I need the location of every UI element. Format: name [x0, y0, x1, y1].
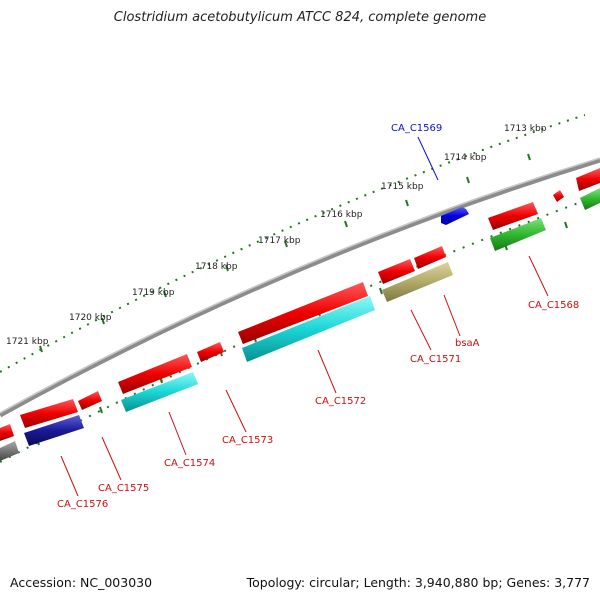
gene-label: CA_C1569: [391, 123, 442, 134]
kbp-label: 1715 kbp: [381, 182, 424, 192]
kbp-label: 1719 kbp: [132, 288, 175, 298]
kbp-label: 1717 kbp: [258, 236, 301, 246]
gene-arrow[interactable]: [0, 424, 14, 441]
gene-arrow[interactable]: [414, 246, 446, 269]
gene-arrow-ca-c1569[interactable]: [441, 207, 469, 225]
kbp-label: 1714 kbp: [444, 153, 487, 163]
gene-arrows-reverse: [0, 168, 600, 441]
gene-label: CA_C1575: [98, 483, 149, 494]
gene-label: bsaA: [455, 338, 480, 349]
scale-ring-outer: [0, 114, 586, 373]
gene-labels: CA_C1569 CA_C1568 bsaA CA_C1571 CA_C1572…: [57, 123, 579, 510]
gene-label: CA_C1568: [528, 300, 579, 311]
gene-label: CA_C1574: [164, 458, 215, 469]
gene-arrow[interactable]: [118, 354, 192, 394]
gene-label: CA_C1576: [57, 499, 108, 510]
feature-bar-navy[interactable]: [24, 415, 84, 446]
feature-bar-olive[interactable]: [382, 262, 453, 302]
gene-arrow[interactable]: [488, 202, 538, 230]
genome-backbone: [0, 157, 600, 418]
kbp-label: 1721 kbp: [6, 337, 49, 347]
label-leaders: [60, 136, 549, 497]
scale-ticks: [39, 153, 531, 353]
accession-text: Accession: NC_003030: [10, 575, 153, 590]
kbp-label: 1716 kbp: [320, 210, 363, 220]
gene-arrow[interactable]: [238, 282, 368, 344]
gene-arrow[interactable]: [78, 391, 102, 410]
map-title: Clostridium acetobutylicum ATCC 824, com…: [113, 10, 487, 25]
feature-bar-cyan[interactable]: [242, 296, 375, 362]
feature-bar-gray[interactable]: [0, 441, 19, 461]
gene-label: CA_C1572: [315, 396, 366, 407]
kbp-label: 1713 kbp: [504, 124, 547, 134]
gene-arrow[interactable]: [378, 259, 415, 284]
genome-summary-text: Topology: circular; Length: 3,940,880 bp…: [246, 575, 590, 590]
feature-bar-green[interactable]: [580, 188, 600, 210]
scale-labels: 1713 kbp 1714 kbp 1715 kbp 1716 kbp 1717…: [6, 124, 547, 347]
kbp-label: 1718 kbp: [195, 262, 238, 272]
gene-arrow[interactable]: [20, 399, 78, 428]
gene-arrow[interactable]: [576, 168, 600, 191]
gene-arrow[interactable]: [197, 342, 224, 362]
kbp-label: 1720 kbp: [69, 313, 112, 323]
feature-bar-green[interactable]: [490, 218, 546, 251]
feature-bar-cyan[interactable]: [121, 372, 198, 412]
gene-arrow-small[interactable]: [553, 190, 564, 202]
gene-label: CA_C1571: [410, 354, 461, 365]
gene-label: CA_C1573: [222, 435, 273, 446]
